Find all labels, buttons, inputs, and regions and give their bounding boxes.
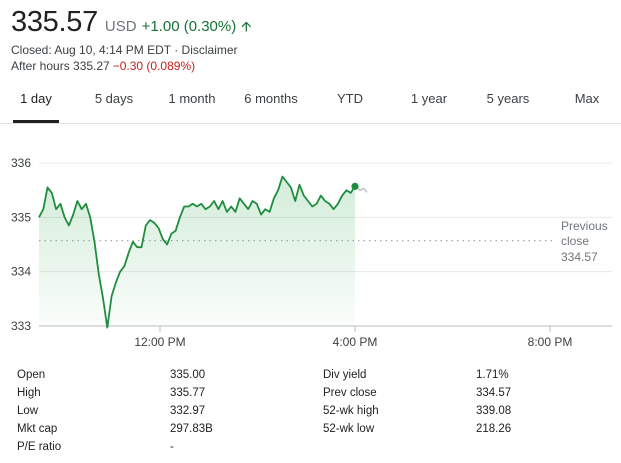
quote-header: 335.57 USD +1.00 (0.30%) 🡩 Closed: Aug 1…: [11, 6, 251, 73]
stat-label-mkt-cap: Mkt cap: [17, 423, 58, 435]
after-hours-line: After hours 335.27 −0.30 (0.089%): [11, 59, 251, 73]
stat-value-52wk-high: 339.08: [476, 405, 512, 417]
tab-1-month[interactable]: 1 month: [168, 91, 216, 106]
stat-value-pe-ratio: -: [170, 441, 174, 453]
tab-max[interactable]: Max: [574, 91, 600, 106]
after-hours-change: −0.30 (0.089%): [112, 59, 196, 73]
arrow-up-icon: 🡩: [241, 18, 252, 34]
stat-label-52wk-high: 52-wk high: [323, 405, 379, 417]
y-axis-label: 336: [11, 156, 31, 170]
after-hours-price: After hours 335.27: [11, 59, 110, 73]
current-price: 335.57: [11, 6, 98, 38]
previous-close-value: 334.57: [561, 250, 598, 264]
stat-label-prev-close: Prev close: [323, 387, 377, 399]
stat-value-open: 335.00: [170, 369, 206, 381]
tab-6-months[interactable]: 6 months: [244, 91, 298, 106]
tabs-divider: [0, 123, 621, 124]
tab-5-days[interactable]: 5 days: [94, 91, 134, 106]
stat-value-52wk-low: 218.26: [476, 423, 512, 435]
tab-ytd[interactable]: YTD: [337, 91, 363, 106]
stat-value-mkt-cap: 297.83B: [170, 423, 213, 435]
x-axis-label: 4:00 PM: [333, 335, 378, 349]
stat-row: Open 335.00 Div yield 1.71%: [17, 369, 617, 387]
stat-row: P/E ratio -: [17, 441, 617, 459]
key-stats: Open 335.00 Div yield 1.71% High 335.77 …: [17, 369, 617, 459]
price-change: +1.00 (0.30%): [141, 18, 237, 35]
stat-label-div-yield: Div yield: [323, 369, 367, 381]
previous-close-label-line2: close: [561, 234, 589, 248]
stat-label-pe-ratio: P/E ratio: [17, 441, 62, 453]
stat-value-prev-close: 334.57: [476, 387, 512, 399]
stat-row: Low 332.97 52-wk high 339.08: [17, 405, 617, 423]
range-tabs: 1 day 5 days 1 month 6 months YTD 1 year…: [0, 84, 621, 123]
tab-1-day[interactable]: 1 day: [20, 91, 52, 106]
y-axis-label: 334: [11, 265, 31, 279]
y-axis-label: 335: [11, 210, 31, 224]
previous-close-label-line1: Previous: [561, 219, 608, 233]
tab-1-year[interactable]: 1 year: [410, 91, 448, 106]
price-line: [38, 175, 356, 329]
price-row: 335.57 USD +1.00 (0.30%) 🡩: [11, 6, 251, 40]
stat-value-high: 335.77: [170, 387, 206, 399]
stat-label-high: High: [17, 387, 41, 399]
x-axis-label: 12:00 PM: [134, 335, 185, 349]
stat-row: High 335.77 Prev close 334.57: [17, 387, 617, 405]
x-axis-label: 8:00 PM: [528, 335, 573, 349]
closed-status: Closed: Aug 10, 4:14 PM EDT · Disclaimer: [11, 43, 238, 57]
stat-label-open: Open: [17, 369, 46, 381]
currency-label: USD: [104, 18, 137, 35]
active-tab-indicator: [13, 120, 59, 123]
stat-value-div-yield: 1.71%: [476, 369, 509, 381]
stat-value-low: 332.97: [170, 405, 206, 417]
y-axis-label: 333: [11, 319, 31, 333]
price-area-fill: [39, 176, 355, 328]
stat-label-52wk-low: 52-wk low: [323, 423, 375, 435]
last-price-point: [351, 182, 359, 190]
price-chart[interactable]: 336 335 334 333 12:00 PM 4:00 PM 8:00 PM Previ…: [0, 124, 621, 356]
tab-5-years[interactable]: 5 years: [486, 91, 530, 106]
stat-row: Mkt cap 297.83B 52-wk low 218.26: [17, 423, 617, 441]
stat-label-low: Low: [17, 405, 39, 417]
